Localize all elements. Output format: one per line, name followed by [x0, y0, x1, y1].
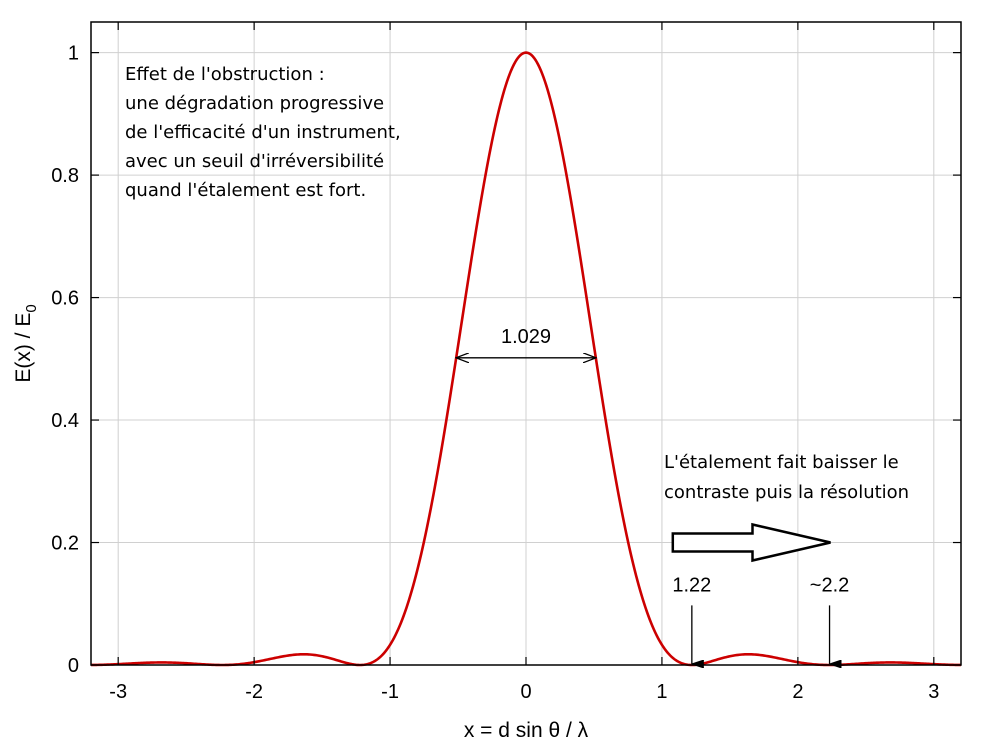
grid-lines: [91, 22, 961, 665]
x-tick-label: -2: [245, 681, 263, 703]
x-tick-label: 0: [520, 681, 531, 703]
axis-ticks: -3 -2 -1 0 1 2 3 0 0.2 0.4 0.6 0.8 1: [51, 22, 961, 703]
fwhm-label: 1.029: [501, 326, 551, 348]
x-tick-label: 3: [928, 681, 939, 703]
x-tick-label: 1: [656, 681, 667, 703]
zero-label: ~2.2: [810, 574, 849, 596]
zero-label: 1.22: [672, 574, 711, 596]
x-tick-label: -1: [381, 681, 399, 703]
y-tick-label: 0.6: [51, 288, 79, 310]
y-tick-label: 0.2: [51, 533, 79, 555]
y-axis-title-subscript: 0: [23, 304, 40, 312]
x-tick-label: 2: [792, 681, 803, 703]
y-tick-label: 0.8: [51, 165, 79, 187]
y-tick-label: 0: [68, 655, 79, 677]
y-tick-label: 0.4: [51, 410, 79, 432]
x-tick-label: -3: [109, 681, 127, 703]
note-spread-line: L'étalement fait baisser le: [664, 452, 899, 473]
note-obstruction-line: une dégradation progressive: [125, 93, 384, 114]
note-obstruction-line: avec un seuil d'irréversibilité: [125, 151, 384, 172]
y-axis-title-main: E(x) / E: [12, 313, 35, 383]
y-tick-label: 1: [68, 43, 79, 65]
note-obstruction-line: Effet de l'obstruction :: [125, 64, 325, 85]
note-obstruction-line: de l'efficacité d'un instrument,: [125, 122, 401, 143]
block-arrow: [671, 522, 831, 563]
note-spread-line: contraste puis la résolution: [664, 482, 909, 503]
annotations: Effet de l'obstruction : une dégradation …: [125, 64, 909, 664]
y-axis-title: E(x) / E0: [12, 304, 40, 382]
x-axis-title: x = d sin θ / λ: [464, 719, 589, 742]
note-obstruction-line: quand l'étalement est fort.: [125, 180, 366, 201]
